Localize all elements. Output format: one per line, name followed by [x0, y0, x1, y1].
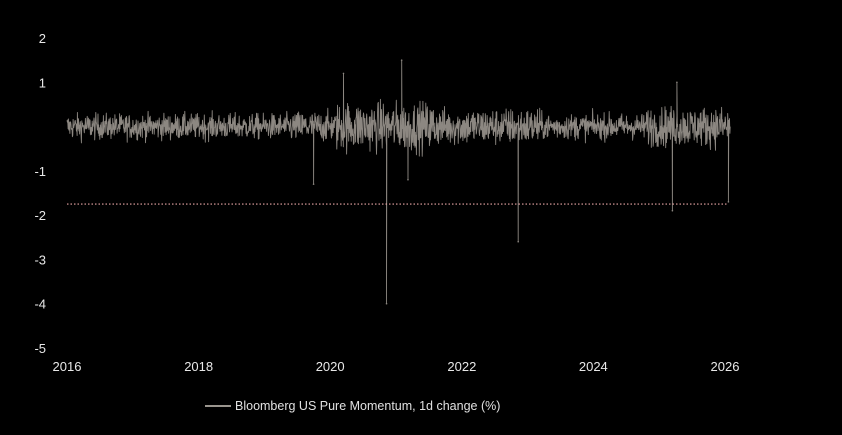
x-tick-label: 2020	[316, 359, 345, 374]
series-point	[517, 240, 520, 243]
x-tick-label: 2026	[711, 359, 740, 374]
y-tick-label: 1	[39, 75, 46, 90]
series-line-momentum	[66, 59, 731, 305]
legend-line-swatch	[205, 405, 231, 407]
series-point	[400, 59, 403, 61]
y-tick-label: -1	[34, 164, 46, 179]
series-point	[407, 178, 409, 181]
y-tick-label: 2	[39, 31, 46, 46]
series-point	[676, 81, 678, 84]
series-point	[312, 183, 315, 185]
series-point	[342, 72, 345, 75]
y-tick-label: -5	[34, 341, 46, 356]
series-point	[727, 201, 730, 203]
series-point	[385, 302, 388, 305]
series-point	[671, 209, 674, 212]
y-tick-label: -2	[34, 208, 46, 223]
y-tick-label: -3	[34, 252, 46, 267]
chart-legend: Bloomberg US Pure Momentum, 1d change (%…	[205, 399, 500, 413]
x-tick-label: 2024	[579, 359, 608, 374]
x-tick-label: 2016	[53, 359, 82, 374]
x-tick-label: 2018	[184, 359, 213, 374]
x-tick-label: 2022	[447, 359, 476, 374]
y-tick-label: -4	[34, 297, 46, 312]
legend-label: Bloomberg US Pure Momentum, 1d change (%…	[235, 399, 501, 413]
